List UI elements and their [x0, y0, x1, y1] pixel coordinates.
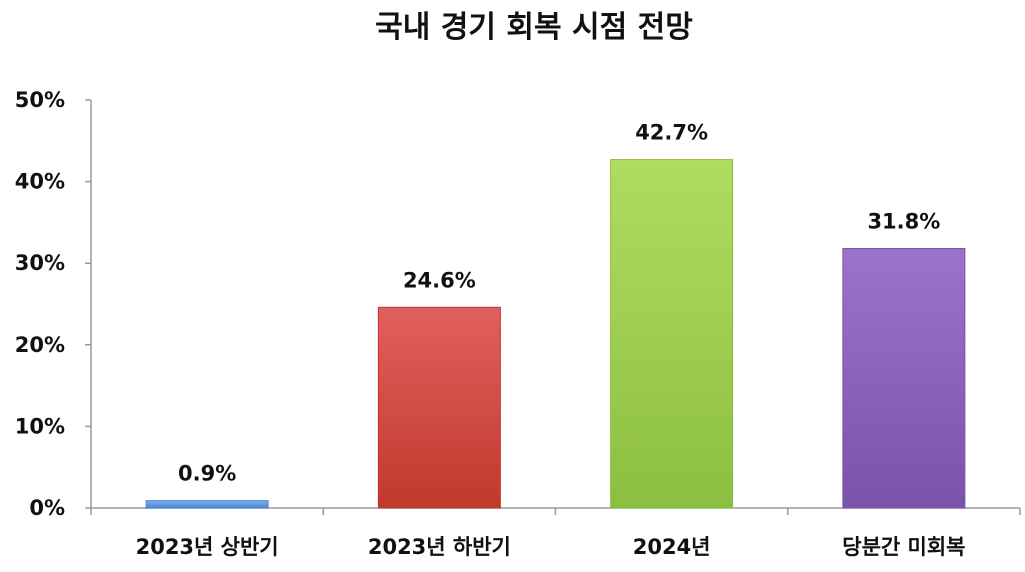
y-tick-label: 40%: [15, 170, 65, 194]
data-label: 31.8%: [867, 210, 940, 234]
y-tick-label: 0%: [29, 496, 65, 520]
x-tick-label: 2023년 하반기: [368, 535, 511, 559]
y-tick-label: 10%: [15, 414, 65, 438]
x-tick-label: 당분간 미회복: [842, 535, 965, 559]
y-tick-label: 50%: [15, 88, 65, 112]
chart-title: 국내 경기 회복 시점 전망: [375, 10, 693, 45]
bar: [842, 248, 966, 509]
x-tick-label: 2024년: [633, 535, 711, 559]
y-axis-ticks: 0% 10% 20% 30% 40% 50%: [15, 88, 91, 520]
data-labels: 0.9% 24.6% 42.7% 31.8%: [178, 121, 940, 486]
bar: [145, 500, 269, 509]
data-label: 42.7%: [635, 121, 708, 145]
data-label: 24.6%: [403, 268, 476, 292]
x-tick-label: 2023년 상반기: [136, 535, 279, 559]
bars: [145, 159, 966, 509]
y-tick-label: 30%: [15, 251, 65, 275]
y-tick-label: 20%: [15, 333, 65, 357]
x-axis-ticks: 2023년 상반기 2023년 하반기 2024년 당분간 미회복: [90, 508, 1021, 559]
bar: [610, 159, 734, 509]
bar: [377, 306, 501, 509]
data-label: 0.9%: [178, 462, 236, 486]
